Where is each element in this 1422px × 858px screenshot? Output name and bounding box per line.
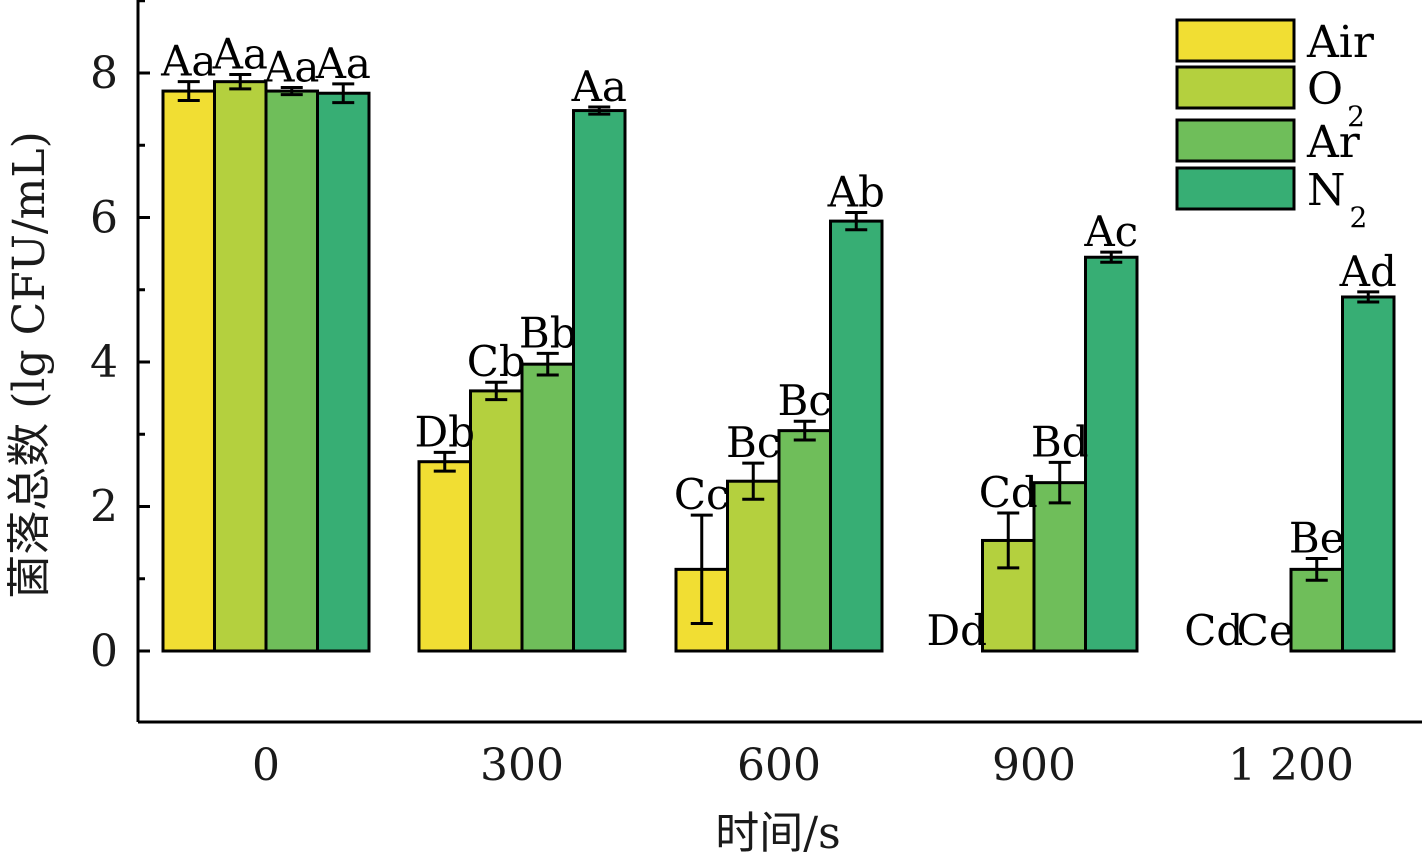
y-tick-label: 4 [90,337,118,388]
legend-swatch [1175,18,1296,63]
data-label: Bd [1031,417,1089,466]
axes-group: 0 2 4 6 8 0 300 600 900 1 200 [90,0,1422,791]
legend-label: Ar [1306,117,1361,168]
y-tick-label: 6 [90,193,118,244]
bar [161,89,216,653]
y-tick-label: 2 [90,482,118,533]
bar [726,479,781,653]
bar [572,109,627,653]
x-tick-label: 300 [480,740,564,791]
legend-label: Air [1306,17,1375,68]
y-tick-label: 0 [90,626,118,677]
data-label: Bc [778,376,832,425]
x-tick-label: 600 [737,740,821,791]
y-tick-label: 8 [90,48,118,99]
bar [1084,255,1139,653]
data-label: Cd [1184,606,1243,655]
data-label: Aa [263,42,319,91]
bar [520,362,575,653]
bar [316,91,371,653]
bar [1032,481,1087,653]
data-label: Aa [571,62,627,111]
data-label: Cb [467,337,526,386]
data-label: Be [1289,514,1345,563]
data-label: Bb [519,308,577,357]
x-tick-label: 1 200 [1228,740,1354,791]
bar [1341,295,1396,653]
legend-label: O2 [1307,64,1365,133]
data-label: Ac [1083,207,1138,256]
legend-swatch [1175,118,1296,163]
data-label: Cd [979,468,1038,517]
data-label: Db [414,407,475,456]
x-tick-label: 900 [992,740,1076,791]
data-label: Cc [674,470,730,519]
data-label: Aa [212,29,268,78]
data-label: Ab [827,167,885,216]
legend-swatch [1175,65,1296,110]
bar [213,80,268,653]
bar [417,460,472,653]
data-label: Aa [315,39,371,88]
data-label: Dd [926,606,987,655]
data-label: Bc [726,418,780,467]
legend-label: N2 [1307,165,1367,234]
bar [264,89,319,653]
y-axis-title: 菌落总数 (lg CFU/mL) [4,131,55,599]
data-label: Ce [1237,606,1294,655]
bar [777,429,832,653]
x-tick-label: 0 [252,740,280,791]
legend-swatch [1175,166,1296,211]
x-axis-title: 时间/s [715,808,840,858]
data-label: Ad [1339,247,1397,296]
bar [829,219,884,653]
data-label: Aa [160,37,216,86]
bar [469,389,524,653]
bars-group [161,72,1396,653]
